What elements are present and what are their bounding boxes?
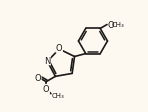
Text: N: N <box>44 56 51 65</box>
Text: O: O <box>43 85 49 94</box>
Text: CH₃: CH₃ <box>112 22 125 28</box>
Text: O: O <box>35 73 41 82</box>
Text: O: O <box>108 20 114 29</box>
Text: CH₃: CH₃ <box>52 92 64 98</box>
Text: O: O <box>56 44 62 53</box>
